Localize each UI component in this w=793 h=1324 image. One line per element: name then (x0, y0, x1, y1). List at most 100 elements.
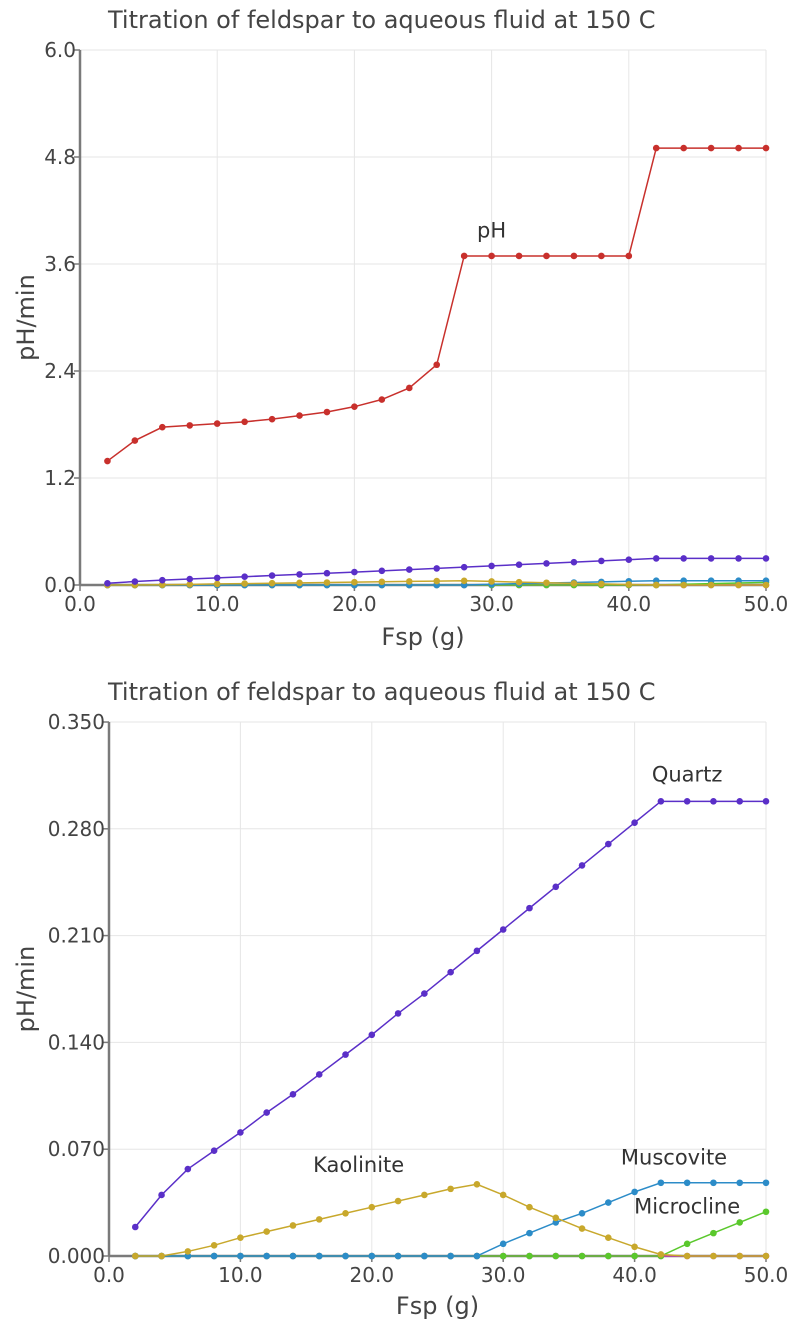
y-axis-label: pH/min (12, 274, 40, 361)
data-point (488, 562, 495, 570)
x-axis-label: Fsp (g) (381, 623, 464, 651)
data-point (762, 555, 770, 562)
data-point (131, 1252, 139, 1260)
data-point (473, 1180, 481, 1188)
data-point (578, 1252, 586, 1260)
data-point (268, 415, 276, 423)
data-point (570, 558, 578, 566)
data-point (570, 580, 578, 587)
data-point (213, 574, 221, 582)
data-point (342, 1051, 349, 1058)
data-point (296, 571, 303, 578)
data-point (526, 1203, 533, 1211)
data-point (184, 1165, 192, 1173)
x-tick-label: 10.0 (218, 1263, 263, 1287)
data-point (158, 1252, 165, 1260)
data-point (378, 567, 386, 575)
data-point (405, 578, 413, 585)
data-point (652, 144, 660, 152)
data-point (447, 968, 454, 976)
data-point (315, 1071, 323, 1078)
series-1 (104, 555, 770, 587)
data-point (351, 568, 358, 576)
data-point (652, 555, 660, 562)
data-point (735, 555, 742, 562)
data-point (104, 457, 111, 465)
data-point (473, 1252, 481, 1260)
x-axis-label: Fsp (g) (396, 1292, 479, 1320)
data-point (289, 1222, 297, 1229)
data-point (186, 575, 194, 583)
annotation-microcline: Microcline (634, 1194, 740, 1218)
data-point (405, 566, 413, 573)
x-tick-label: 30.0 (469, 592, 514, 616)
data-point (342, 1252, 349, 1260)
chart-top: 0.0 10.0 20.0 30.0 40.0 50.0 0.0 1.2 2.4 3.6 4.8 6.… (12, 6, 789, 651)
data-point (263, 1228, 270, 1235)
data-point (289, 1090, 297, 1098)
annotation-quartz: Quartz (652, 763, 723, 787)
data-point (605, 1199, 612, 1206)
x-tick-label: 50.0 (744, 592, 789, 616)
data-point (683, 1179, 691, 1187)
data-point (552, 1252, 560, 1260)
data-point (296, 579, 303, 587)
data-point (394, 1197, 402, 1205)
data-point (315, 1216, 323, 1223)
data-point (735, 581, 742, 589)
data-point (631, 819, 638, 826)
y-tick-label: 0.140 (48, 1030, 105, 1054)
data-point (488, 252, 495, 260)
data-point (210, 1147, 218, 1155)
data-point (323, 408, 331, 416)
data-point (605, 840, 612, 848)
annotation-ph: pH (477, 218, 506, 242)
data-point (657, 1251, 665, 1258)
data-point (683, 798, 691, 805)
data-point (263, 1252, 270, 1260)
data-point (762, 1208, 770, 1216)
y-tick-label: 2.4 (44, 359, 76, 383)
data-point (710, 1229, 717, 1237)
data-point (552, 1214, 560, 1222)
data-point (368, 1203, 376, 1211)
annotation-kaolinite: Kaolinite (313, 1153, 404, 1177)
data-point (625, 556, 633, 563)
data-point (315, 1252, 323, 1260)
y-tick-label: 1.2 (44, 466, 76, 490)
data-point (421, 1252, 428, 1260)
data-point (625, 252, 633, 260)
data-point (323, 579, 331, 586)
x-tick-label: 0.0 (93, 1263, 125, 1287)
data-point (499, 926, 507, 933)
data-point (378, 396, 386, 403)
y-tick-label: 0.000 (48, 1244, 105, 1268)
data-point (625, 581, 633, 588)
data-point (762, 1179, 770, 1187)
data-point (578, 1225, 586, 1232)
data-point (159, 423, 166, 431)
series-2 (131, 1179, 770, 1260)
x-tick-label: 40.0 (607, 592, 652, 616)
data-point (394, 1252, 402, 1260)
data-point (605, 1252, 612, 1260)
data-point (578, 1209, 586, 1217)
data-point (605, 1234, 612, 1241)
y-tick-label: 0.350 (48, 710, 105, 734)
gridlines (79, 49, 767, 586)
data-point (159, 581, 166, 589)
x-tick-label: 40.0 (612, 1263, 657, 1287)
data-point (499, 1252, 507, 1260)
data-point (323, 569, 331, 577)
chart-title: Titration of feldspar to aqueous fluid a… (107, 678, 655, 706)
data-point (683, 1252, 691, 1260)
data-point (499, 1191, 507, 1199)
data-point (394, 1010, 402, 1017)
data-point (131, 437, 139, 444)
data-point (680, 144, 687, 152)
data-point (289, 1252, 297, 1260)
data-point (460, 577, 468, 585)
data-point (526, 904, 533, 912)
data-point (657, 1179, 665, 1187)
data-point (762, 798, 770, 805)
